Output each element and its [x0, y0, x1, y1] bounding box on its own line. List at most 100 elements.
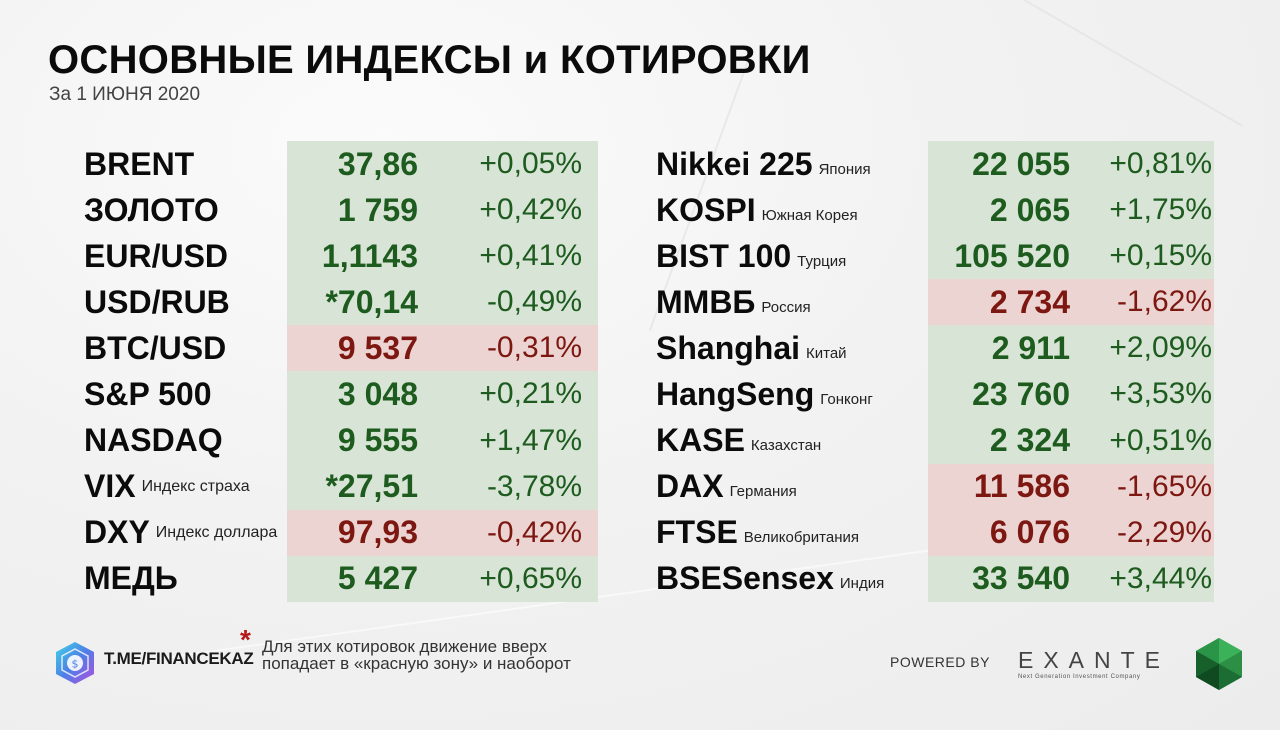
instrument-name: NASDAQ: [84, 418, 223, 464]
row-highlight: [287, 509, 598, 556]
quote-value: 9 537: [337, 329, 418, 366]
instrument-label: VIX: [84, 468, 136, 505]
instrument-label: KOSPI: [656, 191, 756, 228]
quote-change: +0,05%: [479, 147, 582, 180]
quote-change: +3,44%: [1109, 561, 1212, 595]
instrument-label: ЗОЛОТО: [84, 191, 219, 228]
quote-value: 22 055: [972, 145, 1070, 182]
instrument-label: KASE: [656, 422, 745, 459]
quote-value: 97,93: [337, 514, 418, 551]
instrument-name: ММВБ Россия: [656, 279, 811, 325]
instrument-name: BIST 100 Турция: [656, 233, 846, 279]
instrument-name: Nikkei 225 Япония: [656, 141, 871, 187]
quote-value: 9 555: [337, 422, 418, 459]
row-highlight: [928, 509, 1214, 556]
quote-value: 37,86: [337, 145, 418, 182]
instrument-label: HangSeng: [656, 375, 815, 412]
right-quote-row: FTSE Великобритания 6 076 -2,29%: [656, 509, 1214, 556]
quote-value: 2 324: [989, 422, 1070, 459]
instrument-label: BRENT: [84, 145, 195, 182]
quote-change: -0,49%: [486, 285, 582, 319]
instrument-label: DXY: [84, 514, 150, 551]
instrument-label: МЕДЬ: [84, 560, 178, 597]
quote-change: +1,75%: [1109, 193, 1212, 227]
footnote-asterisk: *: [240, 624, 251, 655]
instrument-note: Индекс доллара: [155, 524, 278, 542]
instrument-label: S&P 500: [84, 375, 212, 412]
left-quote-row: NASDAQ 9 555 +1,47%: [84, 418, 598, 464]
quote-value: 3 048: [337, 375, 418, 412]
exante-gem-icon: [1196, 638, 1242, 690]
instrument-note: Гонконг: [820, 390, 873, 408]
quote-change: -0,31%: [486, 331, 582, 365]
instrument-note: Южная Корея: [761, 206, 858, 224]
quote-value: 2 734: [989, 283, 1070, 320]
right-quote-row: KASE Казахстан 2 324 +0,51%: [656, 418, 1214, 464]
instrument-name: DXY Индекс доллара: [84, 510, 278, 556]
instrument-label: BSESensex: [656, 560, 834, 597]
quote-change: -1,65%: [1116, 469, 1212, 503]
instrument-name: BSESensex Индия: [656, 556, 884, 602]
page-subtitle: За 1 ИЮНЯ 2020: [49, 84, 201, 105]
left-quote-row: DXY Индекс доллара 97,93 -0,42%: [84, 509, 598, 556]
left-quote-row: USD/RUB *70,14 -0,49%: [84, 279, 598, 325]
exante-brand: EXANTE: [1018, 647, 1171, 673]
quote-change: +0,51%: [1109, 423, 1212, 457]
quote-change: +2,09%: [1109, 331, 1212, 365]
left-quote-row: EUR/USD 1,1143 +0,41%: [84, 233, 598, 279]
channel-link[interactable]: T.ME/FINANCEKAZ: [104, 649, 254, 668]
right-quote-row: BIST 100 Турция 105 520 +0,15%: [656, 233, 1214, 279]
instrument-note: Япония: [818, 160, 871, 178]
right-quote-row: Nikkei 225 Япония 22 055 +0,81%: [656, 141, 1214, 187]
instrument-name: ЗОЛОТО: [84, 187, 219, 233]
quote-change: +0,21%: [479, 377, 582, 411]
instrument-name: BTC/USD: [84, 325, 226, 371]
instrument-name: FTSE Великобритания: [656, 510, 859, 556]
instrument-name: USD/RUB: [84, 279, 230, 325]
quote-change: +3,53%: [1109, 377, 1212, 411]
quote-value: *70,14: [325, 283, 418, 320]
right-quote-row: BSESensex Индия 33 540 +3,44%: [656, 556, 1214, 602]
exante-tagline: Next Generation Investment Company: [1018, 674, 1141, 680]
footnote-text: Для этих котировок движение вверх попада…: [262, 637, 571, 673]
quote-change: +0,65%: [479, 561, 582, 595]
instrument-note: Китай: [806, 344, 847, 362]
quote-value: 1,1143: [321, 237, 418, 274]
instrument-note: Индия: [839, 575, 885, 593]
quote-change: +0,41%: [479, 239, 582, 273]
instrument-name: DAX Германия: [656, 464, 797, 510]
financekaz-logo-icon: $: [56, 642, 94, 684]
left-quotes-table: BRENT 37,86 +0,05% ЗОЛОТО 1 759 +0,42% EUR/USD…: [84, 141, 598, 602]
powered-by-label: POWERED BY: [890, 654, 990, 670]
row-highlight: [928, 279, 1214, 326]
instrument-label: BTC/USD: [84, 329, 227, 366]
quote-value: *27,51: [325, 468, 418, 505]
quote-value: 11 586: [973, 468, 1070, 505]
instrument-name: HangSeng Гонконг: [656, 371, 873, 417]
instrument-label: NASDAQ: [84, 422, 223, 459]
quote-value: 23 760: [972, 375, 1070, 412]
instrument-label: ММВБ: [656, 283, 756, 320]
quote-value: 1 759: [337, 191, 418, 228]
left-quote-row: BTC/USD 9 537 -0,31%: [84, 325, 598, 372]
quote-change: +0,81%: [1109, 147, 1212, 180]
quote-value: 2 911: [991, 329, 1070, 366]
right-quote-row: Shanghai Китай 2 911 +2,09%: [656, 325, 1214, 371]
instrument-label: BIST 100: [656, 237, 792, 274]
instrument-note: Германия: [729, 483, 797, 501]
instrument-note: Индекс страха: [141, 478, 250, 496]
instrument-name: МЕДЬ: [84, 556, 178, 602]
quote-value: 105 520: [954, 237, 1070, 274]
instrument-label: DAX: [656, 468, 724, 505]
instrument-name: VIX Индекс страха: [84, 464, 250, 510]
quote-value: 2 065: [989, 191, 1070, 228]
instrument-name: KOSPI Южная Корея: [656, 187, 858, 233]
left-quote-row: S&P 500 3 048 +0,21%: [84, 371, 598, 417]
row-highlight: [928, 463, 1214, 510]
right-quote-row: DAX Германия 11 586 -1,65%: [656, 463, 1214, 510]
svg-text:$: $: [72, 658, 79, 671]
left-quote-row: VIX Индекс страха *27,51 -3,78%: [84, 464, 598, 510]
instrument-name: EUR/USD: [84, 233, 228, 279]
quote-change: -1,62%: [1116, 285, 1212, 319]
quote-change: +0,42%: [479, 193, 582, 227]
